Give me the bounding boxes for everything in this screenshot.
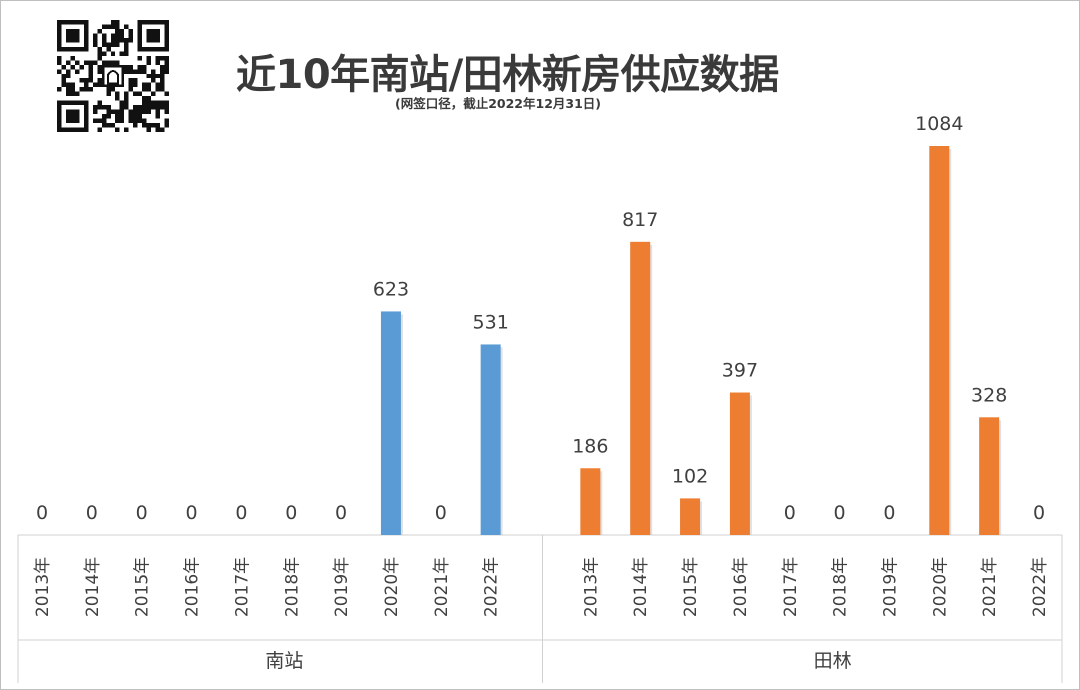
x-tick-label: 2016年 — [731, 557, 751, 617]
data-label: 623 — [373, 278, 409, 300]
data-label: 531 — [473, 311, 509, 333]
x-tick-label: 2022年 — [1030, 557, 1050, 617]
data-label: 0 — [186, 502, 198, 524]
bar — [729, 392, 750, 535]
x-tick-label: 2017年 — [781, 557, 801, 617]
bar — [979, 417, 1000, 535]
data-label: 0 — [136, 502, 148, 524]
bar — [630, 241, 651, 535]
data-label: 397 — [722, 360, 758, 382]
qr-code-icon — [57, 20, 169, 132]
x-tick-label: 2019年 — [880, 557, 900, 617]
data-label: 0 — [235, 502, 247, 524]
data-label: 0 — [784, 502, 796, 524]
group-label: 南站 — [265, 650, 303, 672]
bar — [480, 344, 501, 535]
bar — [680, 498, 701, 535]
chart-subtitle: (网签口径，截止2022年12月31日) — [395, 96, 602, 111]
chart-title: 近10年南站/田林新房供应数据 — [236, 52, 779, 98]
data-label: 186 — [572, 435, 608, 457]
data-label: 0 — [285, 502, 297, 524]
x-tick-label: 2021年 — [432, 557, 452, 617]
data-label: 0 — [36, 502, 48, 524]
x-tick-label: 2014年 — [631, 557, 651, 617]
data-label: 0 — [86, 502, 98, 524]
bar — [380, 311, 401, 535]
x-tick-label: 2020年 — [930, 557, 950, 617]
x-tick-label: 2020年 — [382, 557, 402, 617]
x-tick-label: 2022年 — [482, 557, 502, 617]
x-tick-label: 2015年 — [133, 557, 153, 617]
data-label: 1084 — [915, 113, 963, 135]
data-label: 817 — [622, 209, 658, 231]
x-tick-label: 2018年 — [282, 557, 302, 617]
data-label: 0 — [834, 502, 846, 524]
x-tick-label: 2014年 — [83, 557, 103, 617]
x-tick-label: 2016年 — [183, 557, 203, 617]
group-label: 田林 — [814, 650, 852, 672]
x-tick-label: 2019年 — [332, 557, 352, 617]
bar — [580, 468, 601, 535]
x-tick-label: 2015年 — [681, 557, 701, 617]
x-tick-label: 2021年 — [980, 557, 1000, 617]
data-label: 102 — [672, 465, 708, 487]
data-label: 0 — [435, 502, 447, 524]
x-tick-label: 2017年 — [232, 557, 252, 617]
data-label: 0 — [335, 502, 347, 524]
x-tick-label: 2018年 — [831, 557, 851, 617]
bar — [929, 146, 950, 535]
x-tick-label: 2013年 — [33, 557, 53, 617]
data-label: 328 — [971, 384, 1007, 406]
data-label: 0 — [883, 502, 895, 524]
x-tick-label: 2013年 — [581, 557, 601, 617]
data-label: 0 — [1033, 502, 1045, 524]
